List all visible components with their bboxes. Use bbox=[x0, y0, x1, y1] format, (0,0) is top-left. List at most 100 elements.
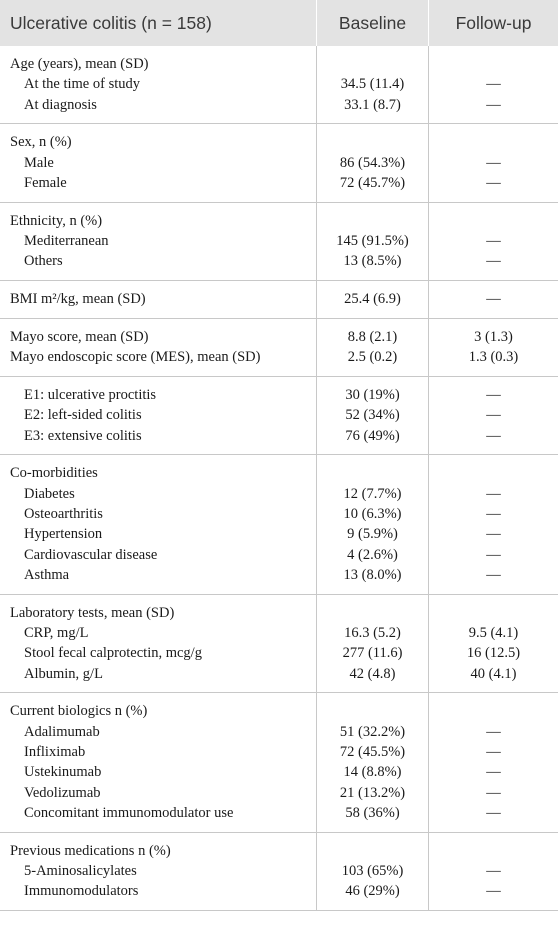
baseline-value: 33.1 (8.7) bbox=[344, 96, 401, 113]
followup-value: — bbox=[486, 233, 501, 250]
row-label: Immunomodulators bbox=[24, 883, 139, 900]
baseline-value: 52 (34%) bbox=[345, 407, 400, 424]
baseline-value: 72 (45.7%) bbox=[339, 174, 406, 191]
label-column: BMI m²/kg, mean (SD) bbox=[0, 281, 316, 318]
label-column: Mayo score, mean (SD) Mayo endoscopic sco… bbox=[0, 319, 316, 376]
baseline-value: 13 (8.0%) bbox=[343, 566, 402, 583]
header-cell: Follow-up bbox=[428, 0, 558, 46]
group-title: Sex, n (%) bbox=[10, 134, 72, 151]
row-label: E2: left-sided colitis bbox=[24, 407, 142, 424]
baseline-column: 103 (65%) 46 (29%) bbox=[316, 832, 428, 911]
followup-value: — bbox=[486, 883, 501, 900]
row-label: Osteoarthritis bbox=[24, 506, 103, 523]
label-column: Co-morbidities Diabetes Osteoarthritis Hype… bbox=[0, 455, 316, 593]
followup-value: — bbox=[486, 526, 501, 543]
row-group: Laboratory tests, mean (SD) CRP, mg/L Stoo… bbox=[0, 594, 558, 694]
followup-value: — bbox=[486, 76, 501, 93]
baseline-value: 10 (6.3%) bbox=[343, 506, 402, 523]
followup-value: 9.5 (4.1) bbox=[468, 625, 519, 642]
followup-value: — bbox=[486, 546, 501, 563]
baseline-value: 76 (49%) bbox=[345, 427, 400, 444]
followup-column: — — bbox=[428, 46, 558, 124]
label-column: Laboratory tests, mean (SD) CRP, mg/L Stoo… bbox=[0, 595, 316, 693]
followup-value: — bbox=[486, 174, 501, 191]
baseline-value: 42 (4.8) bbox=[349, 665, 396, 682]
row-group: Age (years), mean (SD) At the time of stu… bbox=[0, 46, 558, 125]
row-group: Sex, n (%) Male Female 86 (54.3%) 72 (45.7%)… bbox=[0, 124, 558, 203]
baseline-column: 30 (19%) 52 (34%) 76 (49%) bbox=[316, 377, 428, 455]
baseline-column: 8.8 (2.1) 2.5 (0.2) bbox=[316, 318, 428, 377]
row-group: Ethnicity, n (%) Mediterranean Others 145 (… bbox=[0, 202, 558, 282]
followup-value: — bbox=[486, 804, 501, 821]
baseline-value: 14 (8.8%) bbox=[343, 764, 402, 781]
followup-value: 1.3 (0.3) bbox=[468, 349, 519, 366]
row-label: 5-Aminosalicylates bbox=[24, 863, 137, 879]
row-group: E1: ulcerative proctitis E2: left-sided c… bbox=[0, 377, 558, 456]
baseline-value: 12 (7.7%) bbox=[343, 485, 402, 502]
row-label: CRP, mg/L bbox=[24, 625, 89, 642]
row-label: Ustekinumab bbox=[24, 764, 102, 781]
row-label: At the time of study bbox=[24, 76, 140, 93]
row-label: Diabetes bbox=[24, 485, 75, 502]
followup-value: — bbox=[486, 291, 501, 308]
followup-column: — — — — — bbox=[428, 693, 558, 832]
followup-value: — bbox=[486, 506, 501, 523]
baseline-column: 51 (32.2%) 72 (45.5%) 14 (8.8%) 21 (13.2%) 5… bbox=[316, 693, 428, 832]
baseline-value: 277 (11.6) bbox=[342, 645, 403, 662]
label-column: Ethnicity, n (%) Mediterranean Others bbox=[0, 203, 316, 280]
header-cell: Ulcerative colitis (n = 158) bbox=[10, 12, 212, 33]
row-label: Infliximab bbox=[24, 744, 86, 761]
group-title: Ethnicity, n (%) bbox=[10, 212, 103, 229]
row-label: Vedolizumab bbox=[24, 784, 101, 801]
baseline-column: 12 (7.7%) 10 (6.3%) 9 (5.9%) 4 (2.6%) 13 (8.… bbox=[316, 455, 428, 594]
spacer bbox=[429, 54, 558, 74]
label-column: Previous medications n (%) 5-Aminosalicyl… bbox=[0, 833, 316, 910]
baseline-column: 16.3 (5.2) 277 (11.6) 42 (4.8) bbox=[316, 594, 428, 693]
row-group: Previous medications n (%) 5-Aminosalicyl… bbox=[0, 832, 558, 912]
spacer bbox=[429, 841, 558, 861]
baseline-column: 86 (54.3%) 72 (45.7%) bbox=[316, 124, 428, 202]
group-title: Previous medications n (%) bbox=[10, 842, 171, 859]
row-label: Adalimumab bbox=[24, 723, 100, 740]
row-group: Current biologics n (%) Adalimumab Inflixi… bbox=[0, 693, 558, 833]
followup-value: 16 (12.5) bbox=[466, 645, 521, 662]
spacer bbox=[317, 463, 428, 483]
baseline-column: 145 (91.5%) 13 (8.5%) bbox=[316, 202, 428, 281]
baseline-value: 46 (29%) bbox=[345, 883, 400, 900]
spacer bbox=[317, 603, 428, 623]
spacer bbox=[429, 463, 558, 483]
followup-value: 40 (4.1) bbox=[470, 665, 517, 682]
row-label: Concomitant immunomodulator use bbox=[24, 804, 234, 821]
followup-column: — bbox=[428, 281, 558, 318]
followup-column: 9.5 (4.1) 16 (12.5) 40 (4.1) bbox=[428, 594, 558, 693]
spacer bbox=[429, 132, 558, 152]
row-label: Hypertension bbox=[24, 526, 103, 543]
row-label: E3: extensive colitis bbox=[24, 427, 142, 444]
row-label: Mayo score, mean (SD) bbox=[10, 328, 149, 345]
followup-value: — bbox=[486, 427, 501, 444]
row-label: Female bbox=[24, 174, 67, 191]
baseline-value: 86 (54.3%) bbox=[339, 154, 406, 171]
baseline-value: 72 (45.5%) bbox=[339, 744, 406, 761]
followup-value: — bbox=[486, 387, 501, 404]
row-group: Co-morbidities Diabetes Osteoarthritis Hype… bbox=[0, 455, 558, 595]
spacer bbox=[429, 701, 558, 721]
followup-column: 3 (1.3) 1.3 (0.3) bbox=[428, 318, 558, 377]
followup-value: — bbox=[486, 566, 501, 583]
followup-value: — bbox=[486, 764, 501, 781]
followup-column: — — — — — bbox=[428, 455, 558, 594]
header-cell: Baseline bbox=[316, 0, 428, 46]
row-label: Asthma bbox=[24, 566, 70, 583]
followup-value: 3 (1.3) bbox=[474, 328, 513, 345]
row-label: Mayo endoscopic score (MES), mean (SD) bbox=[10, 349, 261, 366]
label-column: E1: ulcerative proctitis E2: left-sided c… bbox=[0, 377, 316, 454]
group-title: Laboratory tests, mean (SD) bbox=[10, 604, 175, 621]
row-label: Stool fecal calprotectin, mcg/g bbox=[24, 645, 202, 662]
baseline-value: 2.5 (0.2) bbox=[347, 349, 398, 366]
label-column: Age (years), mean (SD) At the time of stu… bbox=[0, 46, 316, 123]
label-column: Sex, n (%) Male Female bbox=[0, 124, 316, 201]
baseline-value: 34.5 (11.4) bbox=[340, 76, 405, 93]
baseline-value: 25.4 (6.9) bbox=[344, 291, 401, 308]
row-label: BMI m²/kg, mean (SD) bbox=[10, 291, 146, 308]
